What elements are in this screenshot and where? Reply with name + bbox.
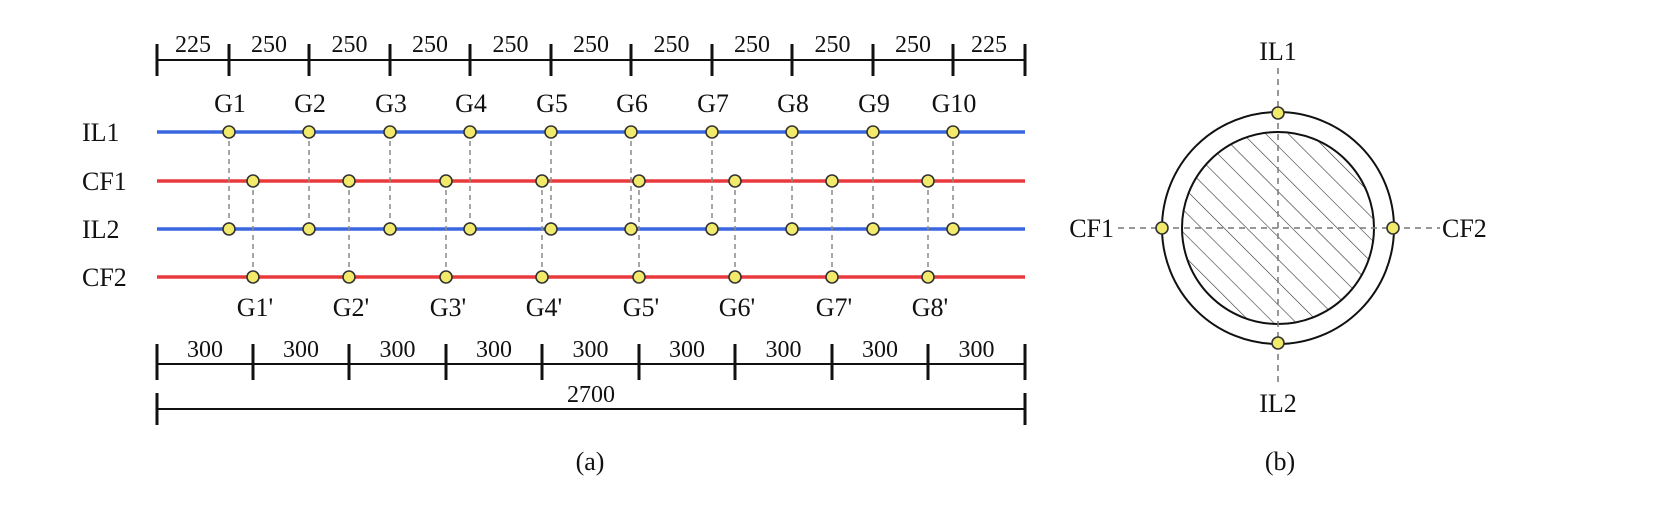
gauge-cf2-7	[825, 270, 839, 284]
gauge-il2-2	[302, 222, 316, 236]
gauge-cf1-7	[825, 174, 839, 188]
top-dim-label-7: 250	[654, 32, 690, 58]
gauge-il1-5	[544, 125, 558, 139]
top-dim-label-6: 250	[573, 32, 609, 58]
label-il2-bottom: IL2	[1259, 389, 1297, 418]
gauge-label-gp7: G7'	[816, 293, 852, 322]
gauge-cf2-2	[342, 270, 356, 284]
gauge-label-g8: G8	[777, 89, 809, 118]
measurement-lines: IL1 CF1 IL2 CF2	[82, 118, 1025, 292]
gauge-il1-10	[946, 125, 960, 139]
gauge-point-right	[1386, 221, 1400, 235]
gauge-label-g4: G4	[455, 89, 487, 118]
bottom-dimension-chain: 300 300 300 300 300 300 300 300 300	[155, 337, 1027, 380]
gauge-il2-6	[624, 222, 638, 236]
top-dim-label-9: 250	[815, 32, 851, 58]
gauge-point-top	[1271, 106, 1285, 120]
gauge-label-g9: G9	[858, 89, 890, 118]
gauge-label-gp2: G2'	[333, 293, 369, 322]
top-dim-label-1: 225	[175, 32, 211, 58]
line-label-cf1: CF1	[82, 167, 127, 196]
gauge-cf1-6	[728, 174, 742, 188]
top-dimension-chain: 225 250 250 250 250 250 250 250 250 250 225	[155, 32, 1027, 76]
panel-b-cross-section: IL1 IL2 CF1 CF2 (b)	[1069, 37, 1487, 476]
panel-b-caption: (b)	[1265, 447, 1295, 476]
gauge-cf1-3	[439, 174, 453, 188]
gauge-label-g1: G1	[214, 89, 246, 118]
gauge-cf2-6	[728, 270, 742, 284]
panel-a-caption: (a)	[576, 447, 605, 476]
gauge-il2-4	[463, 222, 477, 236]
top-dim-label-5: 250	[493, 32, 529, 58]
gauge-cf1-4	[535, 174, 549, 188]
gauge-label-gp1: G1'	[237, 293, 273, 322]
gauge-il1-2	[302, 125, 316, 139]
gauge-label-g10: G10	[932, 89, 977, 118]
line-label-il2: IL2	[82, 215, 120, 244]
gauge-il2-9	[866, 222, 880, 236]
label-cf1-left: CF1	[1069, 214, 1114, 243]
gauge-il2-10	[946, 222, 960, 236]
gauge-cf2-1	[246, 270, 260, 284]
alignment-dashes	[228, 132, 954, 277]
bottom-dim-label-9: 300	[959, 337, 995, 363]
bottom-dim-label-1: 300	[187, 337, 223, 363]
gauge-label-gp6: G6'	[719, 293, 755, 322]
gauge-il1-8	[785, 125, 799, 139]
gauge-cf2-4	[535, 270, 549, 284]
gauge-label-gp4: G4'	[526, 293, 562, 322]
gauge-il1-4	[463, 125, 477, 139]
gauge-cf1-8	[921, 174, 935, 188]
gauge-cf1-2	[342, 174, 356, 188]
gauge-label-g5: G5	[536, 89, 568, 118]
gauge-il2-8	[785, 222, 799, 236]
line-label-il1: IL1	[82, 118, 120, 147]
gauge-il2-5	[544, 222, 558, 236]
top-dim-label-10: 250	[895, 32, 931, 58]
total-dim-label: 2700	[567, 382, 615, 408]
gauge-label-g3: G3	[375, 89, 407, 118]
gauge-cf2-3	[439, 270, 453, 284]
gauge-il1-1	[222, 125, 236, 139]
gauge-label-g6: G6	[616, 89, 648, 118]
total-length-dimension: 2700	[155, 382, 1027, 425]
bottom-dim-label-7: 300	[766, 337, 802, 363]
gauge-label-gp8: G8'	[912, 293, 948, 322]
gauge-nodes: G1 G2 G3 G4 G5 G6 G7 G8 G9 G10 G1' G2' G3' G4' G5' G6' G…	[214, 89, 976, 322]
gauge-il1-7	[705, 125, 719, 139]
top-dim-label-3: 250	[332, 32, 368, 58]
label-il1-top: IL1	[1259, 37, 1297, 66]
top-dim-label-2: 250	[251, 32, 287, 58]
gauge-label-gp3: G3'	[430, 293, 466, 322]
gauge-il1-3	[383, 125, 397, 139]
gauge-label-g2: G2	[294, 89, 326, 118]
gauge-il2-7	[705, 222, 719, 236]
bottom-dim-label-5: 300	[573, 337, 609, 363]
gauge-il2-3	[383, 222, 397, 236]
gauge-il1-9	[866, 125, 880, 139]
line-label-cf2: CF2	[82, 263, 127, 292]
bottom-dim-label-8: 300	[862, 337, 898, 363]
gauge-il1-6	[624, 125, 638, 139]
gauge-cf2-8	[921, 270, 935, 284]
gauge-point-left	[1155, 221, 1169, 235]
label-cf2-right: CF2	[1442, 214, 1487, 243]
gauge-il2-1	[222, 222, 236, 236]
gauge-label-gp5: G5'	[623, 293, 659, 322]
gauge-label-g7: G7	[697, 89, 729, 118]
gauge-cf2-5	[632, 270, 646, 284]
bottom-dim-label-4: 300	[476, 337, 512, 363]
gauge-point-bottom	[1271, 336, 1285, 350]
bottom-dim-label-6: 300	[669, 337, 705, 363]
panel-a-gauge-layout: 225 250 250 250 250 250 250 250 250 250 225 IL1 CF1…	[82, 32, 1027, 476]
top-dim-label-4: 250	[412, 32, 448, 58]
bottom-dim-label-2: 300	[283, 337, 319, 363]
bottom-dim-label-3: 300	[380, 337, 416, 363]
top-dim-label-11: 225	[971, 32, 1007, 58]
gauge-cf1-1	[246, 174, 260, 188]
top-dim-label-8: 250	[734, 32, 770, 58]
gauge-cf1-5	[632, 174, 646, 188]
